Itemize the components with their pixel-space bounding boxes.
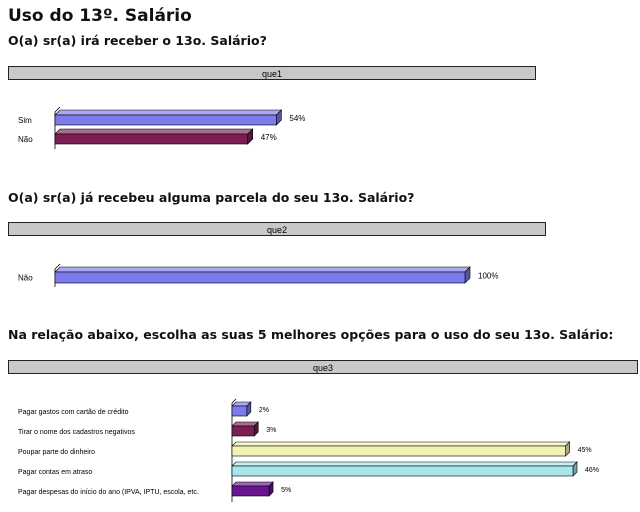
bar-front-face <box>231 425 255 437</box>
category-label: Tirar o nome dos cadastros negativos <box>18 429 135 436</box>
bar-front-face <box>231 445 566 457</box>
bar <box>54 266 471 284</box>
bar <box>231 481 274 497</box>
bar-top-face <box>231 461 578 467</box>
bar <box>54 109 283 126</box>
bar <box>231 461 578 477</box>
chart-header-1: que1 <box>8 66 536 80</box>
bar-front-face <box>54 114 277 126</box>
chart-3: Pagar gastos com cartão de crédito 2% Tira… <box>18 398 599 502</box>
bar-front-face <box>231 405 248 417</box>
bar <box>231 401 252 417</box>
bar-front-face <box>231 465 574 477</box>
value-label: 2% <box>259 407 269 414</box>
chart-2: Não 100% <box>18 263 498 287</box>
bar-front-face <box>231 485 270 497</box>
value-label: 3% <box>266 427 276 434</box>
bar-top-face <box>231 441 571 447</box>
bar <box>231 421 259 437</box>
bar-top-face <box>54 128 254 135</box>
value-label: 46% <box>585 467 599 474</box>
bar-front-face <box>54 133 248 145</box>
question-3: Na relação abaixo, escolha as suas 5 mel… <box>8 327 614 342</box>
axis-depth-line <box>54 106 61 113</box>
value-label: 100% <box>478 272 498 281</box>
question-1: O(a) sr(a) irá receber o 13o. Salário? <box>8 33 267 48</box>
axis-depth-line <box>231 398 237 404</box>
bar-front-face <box>54 271 466 284</box>
bar-top-face <box>54 266 471 273</box>
page-title: Uso do 13º. Salário <box>8 6 192 26</box>
category-label: Poupar parte do dinheiro <box>18 449 95 456</box>
bar-top-face <box>231 421 259 427</box>
category-label: Pagar contas em atraso <box>18 469 92 476</box>
chart-1: Sim 54% Não 47% <box>18 106 305 149</box>
value-label: 47% <box>261 133 277 142</box>
chart-header-3: que3 <box>8 360 638 374</box>
category-label: Pagar gastos com cartão de crédito <box>18 409 129 416</box>
chart-header-2: que2 <box>8 222 546 236</box>
bar-top-face <box>231 481 274 487</box>
bar-top-face <box>54 109 283 116</box>
bar <box>231 441 571 457</box>
category-label: Não <box>18 135 33 144</box>
value-label: 5% <box>281 487 291 494</box>
bar <box>54 128 254 145</box>
axis-depth-line <box>54 263 61 270</box>
value-label: 45% <box>578 447 592 454</box>
category-label: Sim <box>18 116 32 125</box>
category-label: Não <box>18 274 33 283</box>
value-label: 54% <box>289 114 305 123</box>
category-label: Pagar despesas do início do ano (IPVA, I… <box>18 489 199 496</box>
question-2: O(a) sr(a) já recebeu alguma parcela do … <box>8 190 415 205</box>
